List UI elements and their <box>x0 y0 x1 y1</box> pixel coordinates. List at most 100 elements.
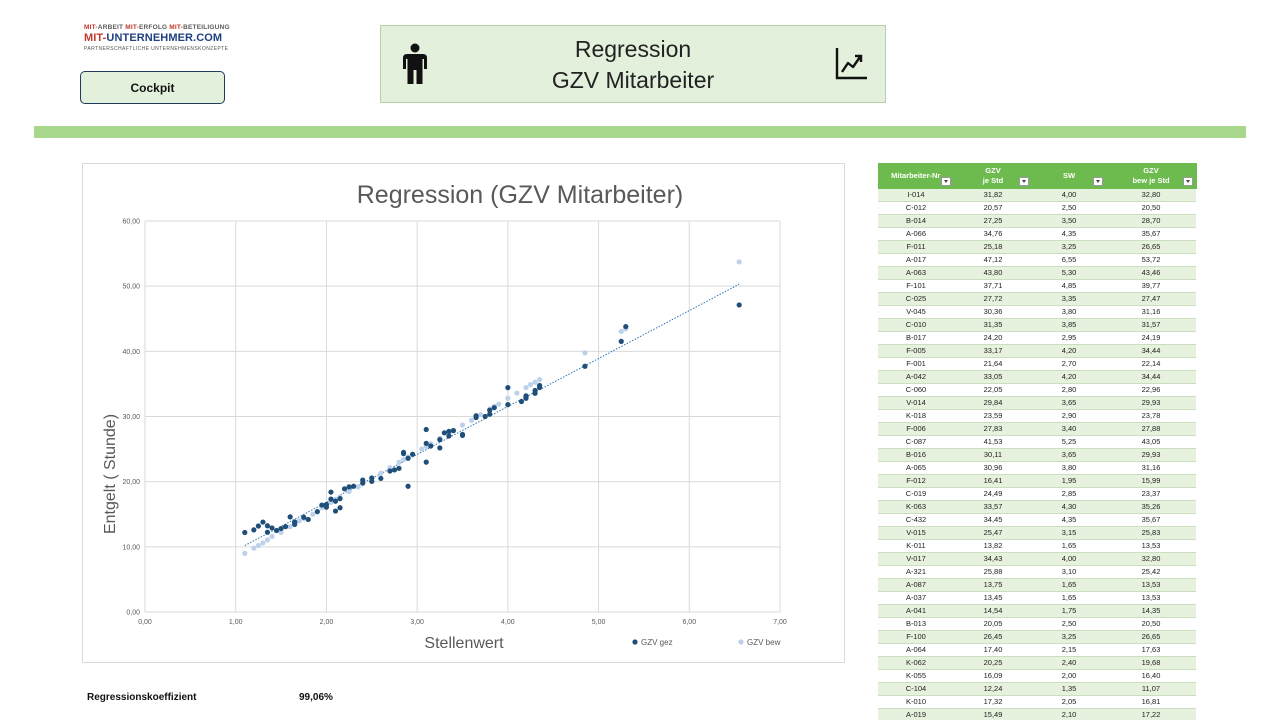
filter-dropdown-icon[interactable] <box>940 177 951 186</box>
column-header-mitarbeiter[interactable]: Mitarbeiter-Nr <box>878 163 955 189</box>
table-row[interactable]: K-010 17,32 2,05 16,81 <box>878 695 1196 710</box>
table-row[interactable]: C-060 22,05 2,80 22,96 <box>878 383 1196 398</box>
cell-gzv-bew: 23,37 <box>1106 487 1196 502</box>
cell-mitarbeiter-nr: C-060 <box>878 383 954 398</box>
filter-dropdown-icon[interactable] <box>1182 177 1193 186</box>
point-gzv-bew <box>736 259 742 265</box>
cell-gzv: 31,35 <box>954 318 1032 333</box>
table-row[interactable]: A-064 17,40 2,15 17,63 <box>878 643 1196 658</box>
table-row[interactable]: C-025 27,72 3,35 27,47 <box>878 292 1196 307</box>
table-row[interactable]: C-012 20,57 2,50 20,50 <box>878 201 1196 216</box>
cell-gzv-bew: 31,16 <box>1106 461 1196 476</box>
cell-gzv: 16,09 <box>954 669 1032 684</box>
cell-sw: 4,35 <box>1032 227 1106 242</box>
table-row[interactable]: F-100 26,45 3,25 26,65 <box>878 630 1196 645</box>
table-row[interactable]: A-042 33,05 4,20 34,44 <box>878 370 1196 385</box>
table-row[interactable]: K-062 20,25 2,40 19,68 <box>878 656 1196 671</box>
table-row[interactable]: A-065 30,96 3,80 31,16 <box>878 461 1196 476</box>
point-gzv-bew <box>419 446 425 452</box>
cell-sw: 6,55 <box>1032 253 1106 268</box>
table-row[interactable]: B-013 20,05 2,50 20,50 <box>878 617 1196 632</box>
table-row[interactable]: A-037 13,45 1,65 13,53 <box>878 591 1196 606</box>
cell-gzv: 33,57 <box>954 500 1032 515</box>
table-row[interactable]: C-104 12,24 1,35 11,07 <box>878 682 1196 697</box>
point-gzv-gez <box>446 433 452 439</box>
table-row[interactable]: K-018 23,59 2,90 23,78 <box>878 409 1196 424</box>
cell-mitarbeiter-nr: A-066 <box>878 227 954 242</box>
column-header-sw[interactable]: SW <box>1032 163 1107 189</box>
table-row[interactable]: F-005 33,17 4,20 34,44 <box>878 344 1196 359</box>
legend-label-bew: GZV bew <box>747 638 781 647</box>
cell-sw: 4,00 <box>1032 189 1106 203</box>
table-row[interactable]: V-015 25,47 3,15 25,83 <box>878 526 1196 541</box>
table-row[interactable]: V-014 29,84 3,65 29,93 <box>878 396 1196 411</box>
cell-sw: 3,80 <box>1032 461 1106 476</box>
cell-mitarbeiter-nr: F-001 <box>878 357 954 372</box>
cell-gzv-bew: 22,14 <box>1106 357 1196 372</box>
table-row[interactable]: A-321 25,88 3,10 25,42 <box>878 565 1196 580</box>
cell-gzv: 30,11 <box>954 448 1032 463</box>
table-row[interactable]: A-087 13,75 1,65 13,53 <box>878 578 1196 593</box>
point-gzv-gez <box>537 384 543 391</box>
point-gzv-gez <box>319 502 325 508</box>
table-row[interactable]: A-063 43,80 5,30 43,46 <box>878 266 1196 281</box>
table-row[interactable]: A-066 34,76 4,35 35,67 <box>878 227 1196 242</box>
chart-grid <box>144 220 781 613</box>
chart-svg: Regression (GZV Mitarbeiter) 0,00 1,00 2,0… <box>102 181 787 652</box>
cockpit-button[interactable]: Cockpit <box>80 71 225 104</box>
point-gzv-bew <box>346 488 352 495</box>
point-gzv-gez <box>505 385 511 391</box>
table-row[interactable]: A-041 14,54 1,75 14,35 <box>878 604 1196 619</box>
cell-gzv-bew: 20,50 <box>1106 201 1196 216</box>
table-row[interactable]: I-014 31,82 4,00 32,80 <box>878 189 1196 203</box>
table-row[interactable]: F-001 21,64 2,70 22,14 <box>878 357 1196 372</box>
cell-mitarbeiter-nr: C-012 <box>878 201 954 216</box>
point-gzv-gez <box>487 407 493 413</box>
cell-sw: 2,95 <box>1032 331 1106 346</box>
cell-sw: 1,35 <box>1032 682 1106 697</box>
column-header-gzv[interactable]: GZV je Std <box>954 163 1033 189</box>
table-row[interactable]: K-055 16,09 2,00 16,40 <box>878 669 1196 684</box>
table-row[interactable]: K-063 33,57 4,30 35,26 <box>878 500 1196 515</box>
table-row[interactable]: F-011 25,18 3,25 26,65 <box>878 240 1196 255</box>
point-gzv-gez <box>423 440 429 446</box>
cell-gzv: 26,45 <box>954 630 1032 645</box>
table-header-row: Mitarbeiter-Nr GZV je Std SW GZV bew je St… <box>878 163 1197 189</box>
table-row[interactable]: B-017 24,20 2,95 24,19 <box>878 331 1196 346</box>
cell-sw: 3,35 <box>1032 292 1106 307</box>
column-header-gzv-bew[interactable]: GZV bew je Std <box>1106 163 1197 189</box>
cell-gzv-bew: 25,83 <box>1106 526 1196 541</box>
point-gzv-gez <box>351 483 357 489</box>
point-gzv-bew <box>400 457 407 463</box>
cell-sw: 1,95 <box>1032 474 1106 489</box>
table-row[interactable]: F-006 27,83 3,40 27,88 <box>878 422 1196 437</box>
table-row[interactable]: A-017 47,12 6,55 53,72 <box>878 253 1196 268</box>
table-row[interactable]: V-045 30,36 3,80 31,16 <box>878 305 1196 320</box>
table-row[interactable]: F-012 16,41 1,95 15,99 <box>878 474 1196 489</box>
cell-sw: 4,20 <box>1032 344 1106 359</box>
table-row[interactable]: C-087 41,53 5,25 43,05 <box>878 435 1196 450</box>
table-row[interactable]: B-014 27,25 3,50 28,70 <box>878 214 1196 229</box>
cell-gzv: 43,80 <box>954 266 1032 281</box>
table-row[interactable]: B-016 30,11 3,65 29,93 <box>878 448 1196 463</box>
point-gzv-gez <box>251 527 257 533</box>
table-row[interactable]: V-017 34,43 4,00 32,80 <box>878 552 1196 567</box>
point-gzv-gez <box>260 519 266 525</box>
cell-mitarbeiter-nr: V-014 <box>878 396 954 411</box>
table-row[interactable]: C-019 24,49 2,85 23,37 <box>878 487 1196 502</box>
table-row[interactable]: C-432 34,45 4,35 35,67 <box>878 513 1196 528</box>
point-gzv-gez <box>491 405 497 411</box>
filter-dropdown-icon[interactable] <box>1092 177 1103 186</box>
table-row[interactable]: C-010 31,35 3,85 31,57 <box>878 318 1196 333</box>
filter-dropdown-icon[interactable] <box>1018 177 1029 186</box>
cell-gzv-bew: 35,67 <box>1106 227 1196 242</box>
table-row[interactable]: F-101 37,71 4,85 39,77 <box>878 279 1196 294</box>
table-row[interactable]: K-011 13,82 1,65 13,53 <box>878 539 1196 554</box>
point-gzv-gez <box>378 475 384 482</box>
table-row[interactable]: A-019 15,49 2,10 17,22 <box>878 708 1196 720</box>
cell-gzv: 34,45 <box>954 513 1032 528</box>
point-gzv-bew <box>527 381 534 388</box>
point-gzv-gez <box>736 302 742 308</box>
cell-gzv-bew: 34,44 <box>1106 344 1196 359</box>
